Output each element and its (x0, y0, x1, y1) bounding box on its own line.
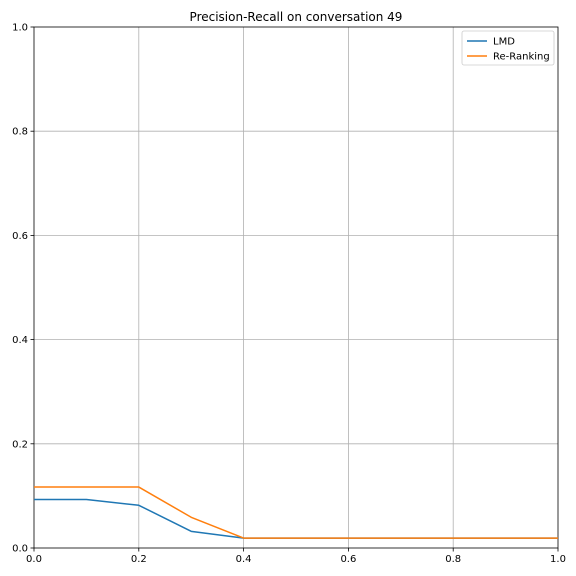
y-tick-label: 0.8 (12, 127, 28, 138)
y-tick-label: 0.6 (12, 231, 28, 242)
x-tick-label: 0.6 (340, 554, 356, 565)
plot-frame (33, 26, 559, 549)
x-tick-label: 0.8 (445, 554, 461, 565)
x-tick-label: 0.0 (26, 554, 42, 565)
x-tick-label: 1.0 (550, 554, 566, 565)
y-tick-label: 1.0 (12, 23, 28, 34)
grid-lines (34, 27, 558, 548)
axes: 0.0 0.2 0.4 0.6 0.8 1.0 0.0 0.2 0.4 0.6 0.8 1.0 (12, 23, 566, 566)
legend-label-lmd: LMD (493, 37, 515, 48)
x-tick-label: 0.4 (236, 554, 252, 565)
legend-label-re-ranking: Re-Ranking (493, 52, 550, 63)
y-tick-label: 0.2 (12, 439, 28, 450)
legend: LMD Re-Ranking (461, 30, 555, 66)
chart-title: Precision-Recall on conversation 49 (190, 10, 403, 24)
y-tick-label: 0.0 (12, 544, 28, 555)
series-lines (34, 486, 558, 539)
series-line-re-ranking (34, 486, 558, 539)
y-tick-label: 0.4 (12, 335, 28, 346)
x-tick-label: 0.2 (131, 554, 147, 565)
